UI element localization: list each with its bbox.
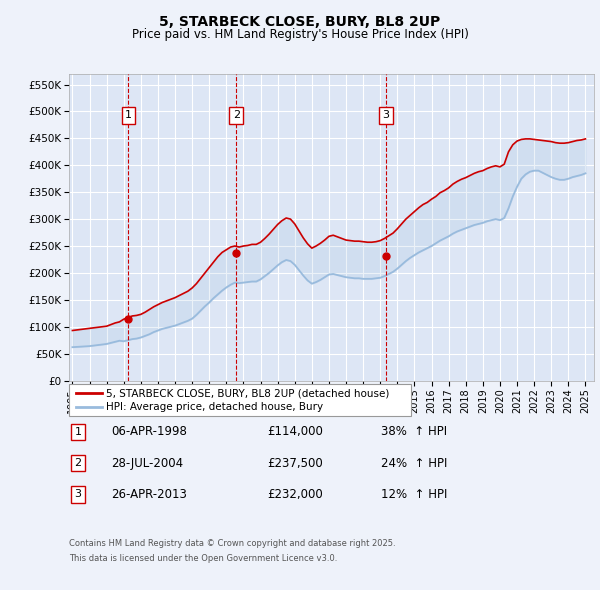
Text: 3: 3 bbox=[74, 490, 82, 499]
Text: 2: 2 bbox=[233, 110, 240, 120]
Text: 1: 1 bbox=[125, 110, 132, 120]
Text: 26-APR-2013: 26-APR-2013 bbox=[111, 488, 187, 501]
Text: 06-APR-1998: 06-APR-1998 bbox=[111, 425, 187, 438]
Text: This data is licensed under the Open Government Licence v3.0.: This data is licensed under the Open Gov… bbox=[69, 555, 337, 563]
Text: Contains HM Land Registry data © Crown copyright and database right 2025.: Contains HM Land Registry data © Crown c… bbox=[69, 539, 395, 548]
Text: 1: 1 bbox=[74, 427, 82, 437]
Text: 24%  ↑ HPI: 24% ↑ HPI bbox=[381, 457, 448, 470]
Text: £232,000: £232,000 bbox=[267, 488, 323, 501]
Text: 38%  ↑ HPI: 38% ↑ HPI bbox=[381, 425, 447, 438]
Text: 5, STARBECK CLOSE, BURY, BL8 2UP (detached house): 5, STARBECK CLOSE, BURY, BL8 2UP (detach… bbox=[106, 388, 389, 398]
Text: £114,000: £114,000 bbox=[267, 425, 323, 438]
Text: £237,500: £237,500 bbox=[267, 457, 323, 470]
Text: 5, STARBECK CLOSE, BURY, BL8 2UP: 5, STARBECK CLOSE, BURY, BL8 2UP bbox=[160, 15, 440, 29]
Text: 12%  ↑ HPI: 12% ↑ HPI bbox=[381, 488, 448, 501]
Text: 3: 3 bbox=[382, 110, 389, 120]
Text: 28-JUL-2004: 28-JUL-2004 bbox=[111, 457, 183, 470]
Text: 2: 2 bbox=[74, 458, 82, 468]
Text: HPI: Average price, detached house, Bury: HPI: Average price, detached house, Bury bbox=[106, 402, 323, 412]
Text: Price paid vs. HM Land Registry's House Price Index (HPI): Price paid vs. HM Land Registry's House … bbox=[131, 28, 469, 41]
